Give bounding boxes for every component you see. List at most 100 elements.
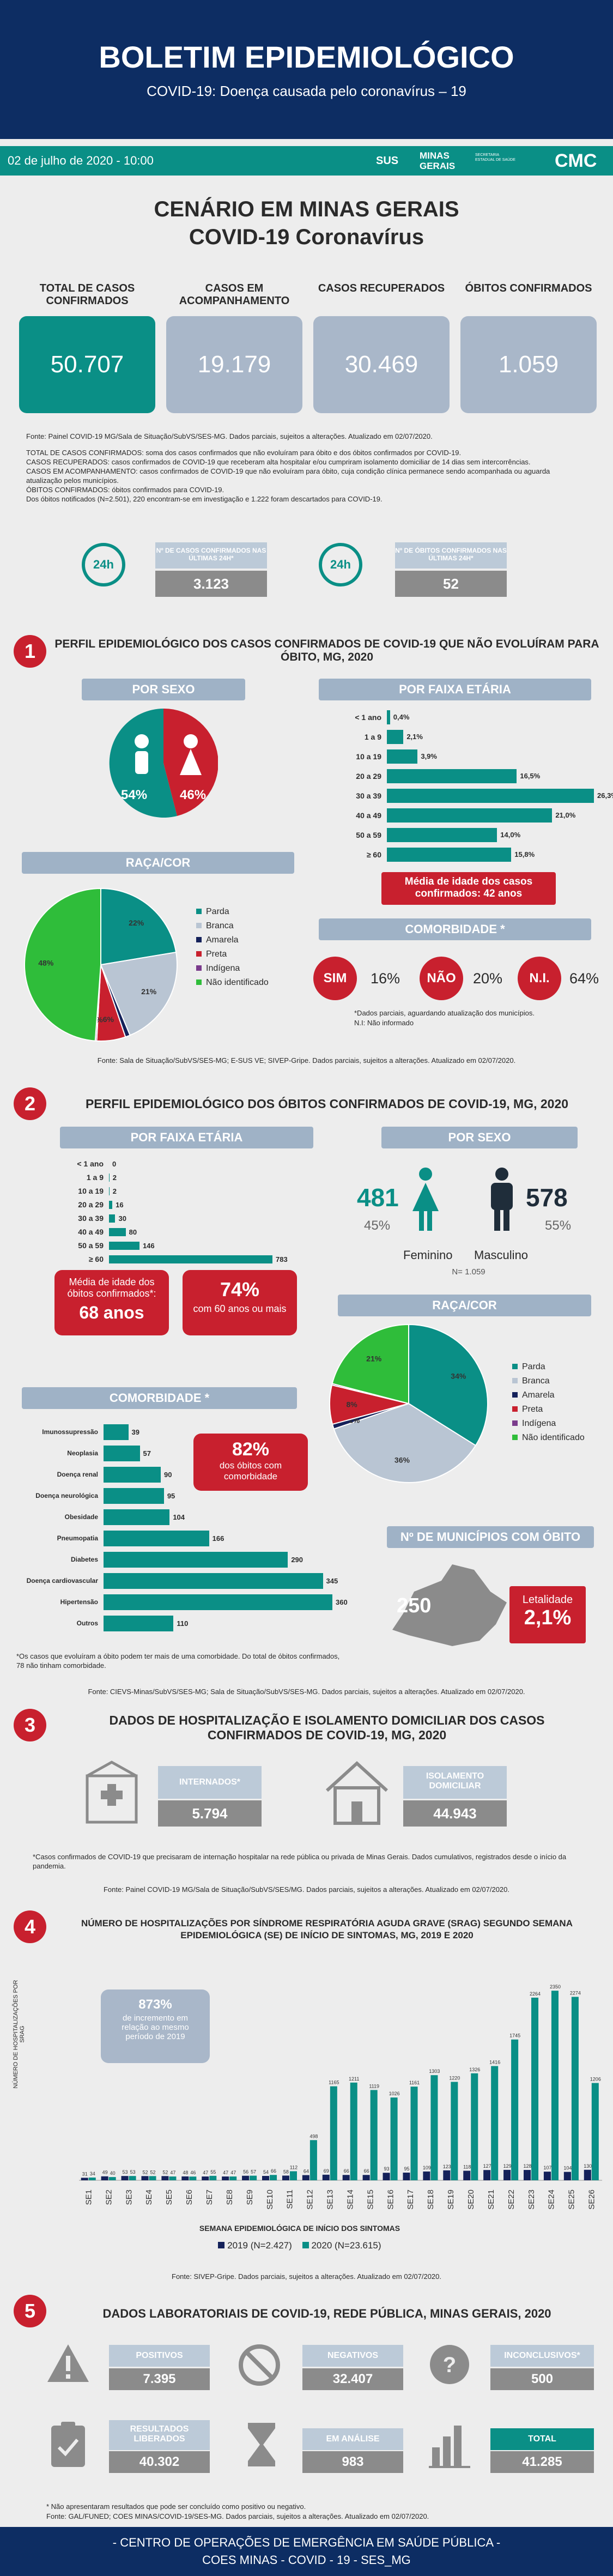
bar bbox=[104, 1552, 288, 1568]
srag-bar bbox=[390, 2097, 398, 2180]
legend-label: Branca bbox=[522, 1376, 550, 1386]
icon-label: 24h bbox=[330, 558, 351, 571]
bar-value: 130 bbox=[584, 2163, 592, 2169]
srag-bar bbox=[370, 2090, 378, 2180]
bar-value: 498 bbox=[309, 2133, 318, 2139]
bar-value: 1303 bbox=[429, 2069, 440, 2074]
section-number: 3 bbox=[14, 1709, 46, 1741]
kpi-label: ÓBITOS CONFIRMADOS bbox=[465, 282, 592, 294]
srag-bar bbox=[531, 1997, 539, 2180]
section-source: Fonte: Painel COVID-19 MG/Sala de Situaç… bbox=[103, 1885, 509, 1894]
srag-bar bbox=[282, 2175, 289, 2180]
x-tick-label: SE12 bbox=[306, 2190, 315, 2210]
sus-logo: SUS bbox=[376, 155, 399, 167]
bar-value: 48 bbox=[183, 2170, 188, 2175]
bar-value: 16 bbox=[116, 1201, 124, 1209]
bar-value: 53 bbox=[130, 2169, 136, 2175]
srag-bar bbox=[463, 2170, 471, 2180]
male-icon bbox=[491, 1168, 513, 1231]
female-count: 481 bbox=[357, 1183, 399, 1212]
bar-row: Obesidade 104 bbox=[5, 1508, 332, 1529]
x-tick-label: SE24 bbox=[547, 2190, 556, 2210]
x-tick-label: SE14 bbox=[345, 2190, 355, 2210]
lab-label: POSITIVOS bbox=[109, 2345, 210, 2367]
bar-value: 58 bbox=[283, 2169, 289, 2174]
bar-label: 10 a 19 bbox=[78, 1187, 104, 1195]
srag-bar bbox=[302, 2175, 309, 2180]
bar bbox=[109, 1255, 272, 1263]
munic-count: 250 bbox=[397, 1594, 432, 1617]
no-entry-icon bbox=[239, 2344, 280, 2386]
x-tick-label: SE16 bbox=[386, 2190, 395, 2210]
bar-value: 1326 bbox=[469, 2067, 480, 2072]
last24-label: Nº DE CASOS CONFIRMADOS NAS ÚLTIMAS 24H* bbox=[155, 542, 267, 569]
note-line: ÓBITOS CONFIRMADOS: óbitos confirmados p… bbox=[26, 486, 224, 494]
bar-chart-icon bbox=[429, 2426, 470, 2468]
question-icon: ? bbox=[430, 2345, 469, 2384]
comorbidity-chart: Imunossupressão 39 Neoplasia 57 Doença renal… bbox=[5, 1423, 348, 1635]
legend-label: Branca bbox=[206, 921, 234, 930]
race-pie: 34%36%1%8%21% bbox=[329, 1323, 488, 1483]
srag-bar bbox=[524, 2170, 531, 2180]
page-subtitle: COVID-19: Doença causada pelo coronavíru… bbox=[147, 83, 466, 99]
x-tick-label: SE19 bbox=[446, 2190, 456, 2210]
legend-swatch bbox=[196, 937, 202, 942]
legend-item: Preta bbox=[512, 1402, 610, 1417]
bar bbox=[387, 848, 512, 862]
section-title: PERFIL EPIDEMIOLÓGICO DOS CASOS CONFIRMA… bbox=[54, 638, 599, 663]
mean-age-label: Média de idade dos óbitos confirmados*: bbox=[67, 1277, 156, 1299]
bar-label: 50 a 59 bbox=[78, 1241, 104, 1250]
legend-swatch-2019 bbox=[218, 2242, 225, 2248]
srag-bar bbox=[443, 2170, 451, 2180]
comorb-pct: 20% bbox=[473, 970, 503, 987]
scenario-subtitle: COVID-19 Coronavírus bbox=[189, 225, 424, 249]
bar-value: 166 bbox=[212, 1534, 224, 1543]
x-tick-label: SE10 bbox=[265, 2190, 275, 2210]
srag-bar bbox=[591, 2083, 599, 2180]
bar-value: 1416 bbox=[489, 2059, 500, 2065]
clock-24h-icon: 24h bbox=[319, 543, 362, 586]
bar-value: 783 bbox=[276, 1255, 288, 1263]
legend-label: Indígena bbox=[206, 964, 240, 973]
bar bbox=[109, 1242, 139, 1250]
bar bbox=[109, 1187, 110, 1195]
pie-slice bbox=[331, 1323, 409, 1405]
bar-value: 46 bbox=[190, 2170, 196, 2175]
legend-item: Preta bbox=[196, 947, 305, 962]
pie-slice bbox=[408, 1323, 488, 1447]
bar-value: 1026 bbox=[389, 2091, 400, 2096]
scenario-notes: TOTAL DE CASOS CONFIRMADOS: soma dos cas… bbox=[26, 448, 587, 504]
cmc-logo: CMC bbox=[555, 150, 597, 171]
footer-line1: - CENTRO DE OPERAÇÕES DE EMERGÊNCIA EM S… bbox=[112, 2536, 501, 2549]
mg-logo: MINAS GERAIS bbox=[420, 150, 456, 171]
over60-pct: 74% bbox=[220, 1278, 260, 1301]
bar-label: < 1 ano bbox=[355, 713, 381, 722]
bar-value: 1165 bbox=[329, 2080, 339, 2085]
x-tick-label: SE4 bbox=[144, 2190, 154, 2205]
comorb-pct-text: dos óbitos com comorbidade bbox=[219, 1460, 282, 1481]
bar-label: Diabetes bbox=[70, 1556, 98, 1563]
bar-value: 69 bbox=[324, 2168, 329, 2174]
male-pct: 55% bbox=[545, 1218, 572, 1233]
kpi-value: 30.469 bbox=[313, 316, 450, 413]
bar-value: 52 bbox=[142, 2169, 148, 2175]
srag-bar bbox=[491, 2066, 499, 2180]
hosp-note: *Casos confirmados de COVID-19 que preci… bbox=[33, 1853, 567, 1870]
legend-swatch bbox=[196, 951, 202, 957]
footer bbox=[0, 2527, 613, 2576]
mean-age-note: Média de idade dos casos confirmados: 42… bbox=[381, 872, 556, 905]
srag-bar bbox=[181, 2176, 189, 2180]
bar-value: 14,0% bbox=[500, 831, 521, 839]
bar-value: 2,1% bbox=[406, 733, 423, 741]
x-tick-label: SE25 bbox=[567, 2190, 576, 2210]
n-total: N= 1.059 bbox=[452, 1267, 485, 1277]
bar-label: Doença renal bbox=[57, 1471, 98, 1478]
bar-value: 26,3% bbox=[597, 791, 613, 800]
bar-row: 1 a 9 2 bbox=[54, 1172, 305, 1186]
death-age-chart: < 1 ano 0 1 a 9 2 10 a 19 2 20 a 29 16 30 a 39 30… bbox=[54, 1158, 305, 1267]
srag-bar bbox=[451, 2082, 458, 2180]
lab-value: 7.395 bbox=[109, 2368, 210, 2390]
bar bbox=[104, 1488, 164, 1504]
bar-label: 50 a 59 bbox=[356, 831, 381, 839]
section-number: 4 bbox=[14, 1910, 46, 1943]
